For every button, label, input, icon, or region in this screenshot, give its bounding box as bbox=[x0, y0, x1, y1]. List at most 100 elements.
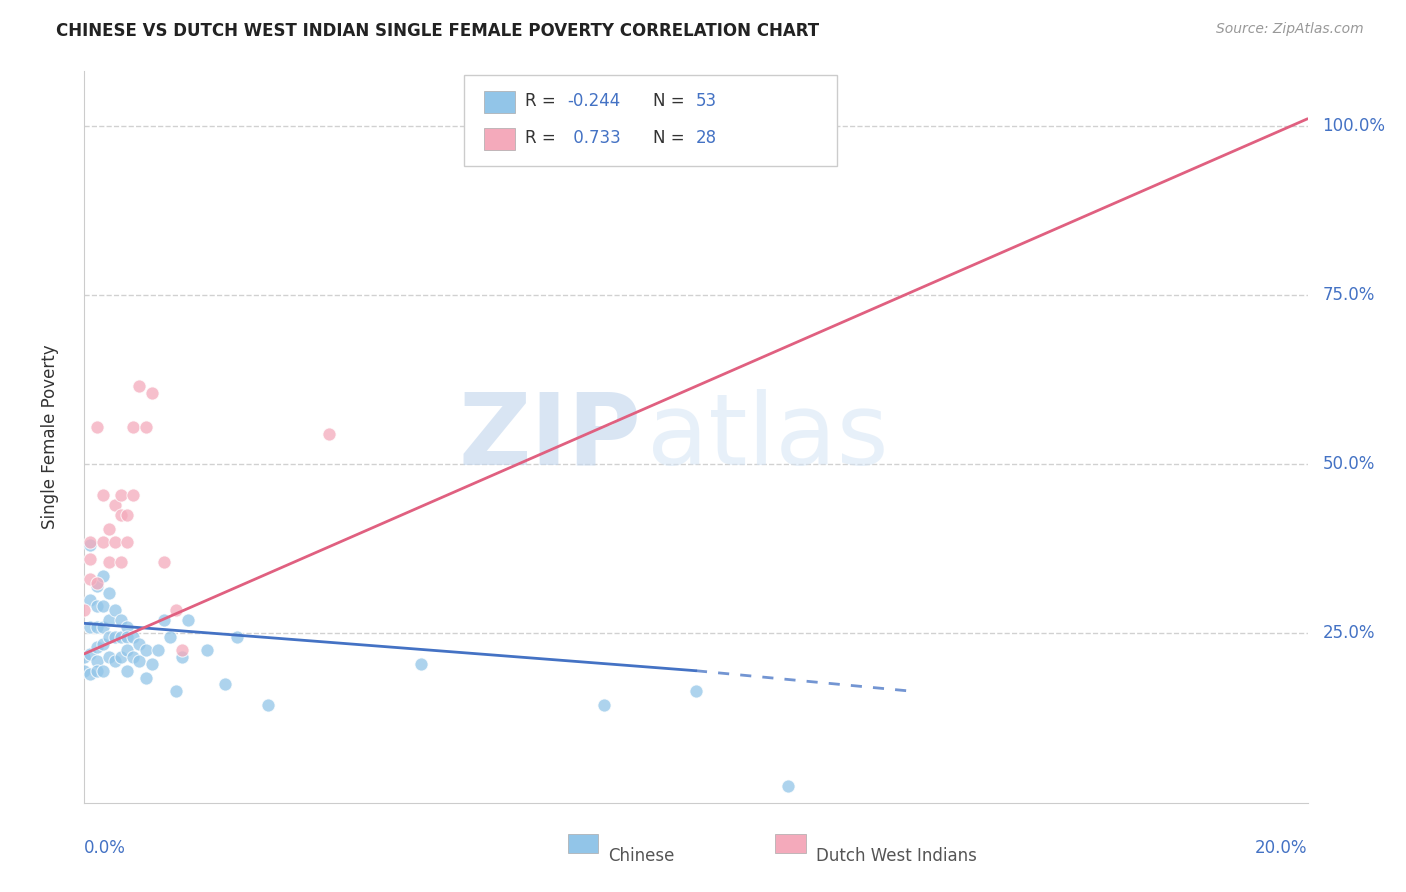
FancyBboxPatch shape bbox=[568, 834, 598, 853]
Point bbox=[97, 555, 120, 569]
Point bbox=[97, 586, 120, 600]
Point bbox=[110, 508, 132, 522]
Point bbox=[122, 420, 145, 434]
Point bbox=[195, 643, 218, 657]
Text: Source: ZipAtlas.com: Source: ZipAtlas.com bbox=[1216, 22, 1364, 37]
Text: -0.244: -0.244 bbox=[568, 92, 621, 110]
Point bbox=[685, 684, 707, 698]
Point bbox=[79, 592, 101, 607]
Point bbox=[79, 572, 101, 586]
Point bbox=[776, 142, 799, 156]
Point bbox=[115, 508, 138, 522]
Point bbox=[624, 142, 647, 156]
Point bbox=[115, 535, 138, 549]
Point bbox=[79, 552, 101, 566]
Text: 0.733: 0.733 bbox=[568, 128, 620, 147]
Point bbox=[128, 379, 150, 393]
Text: N =: N = bbox=[654, 92, 690, 110]
FancyBboxPatch shape bbox=[484, 91, 515, 113]
Text: 20.0%: 20.0% bbox=[1256, 839, 1308, 857]
Point bbox=[91, 599, 114, 614]
Point bbox=[110, 630, 132, 644]
Point bbox=[86, 599, 108, 614]
Point bbox=[110, 650, 132, 665]
Point bbox=[141, 657, 163, 671]
Text: ZIP: ZIP bbox=[458, 389, 641, 485]
Point bbox=[110, 555, 132, 569]
Point bbox=[91, 637, 114, 651]
Point bbox=[73, 664, 96, 678]
Point bbox=[104, 603, 127, 617]
Point bbox=[91, 488, 114, 502]
Point bbox=[165, 603, 187, 617]
Point bbox=[86, 654, 108, 668]
Point bbox=[79, 620, 101, 634]
Point bbox=[122, 650, 145, 665]
Point bbox=[135, 671, 157, 685]
Point bbox=[86, 420, 108, 434]
Text: 100.0%: 100.0% bbox=[1322, 117, 1385, 135]
Text: atlas: atlas bbox=[647, 389, 889, 485]
Point bbox=[165, 684, 187, 698]
Point bbox=[73, 603, 96, 617]
Point bbox=[79, 667, 101, 681]
Point bbox=[91, 620, 114, 634]
Point bbox=[226, 630, 249, 644]
Point bbox=[110, 488, 132, 502]
Point bbox=[128, 654, 150, 668]
Point bbox=[122, 488, 145, 502]
Point bbox=[86, 579, 108, 593]
Point bbox=[97, 521, 120, 535]
Point bbox=[97, 613, 120, 627]
Text: Chinese: Chinese bbox=[607, 847, 675, 864]
Text: 75.0%: 75.0% bbox=[1322, 285, 1375, 304]
Point bbox=[115, 630, 138, 644]
Point bbox=[409, 657, 432, 671]
Point bbox=[73, 650, 96, 665]
Point bbox=[593, 698, 616, 712]
Point bbox=[318, 426, 340, 441]
Point bbox=[141, 386, 163, 401]
FancyBboxPatch shape bbox=[484, 128, 515, 150]
Point bbox=[97, 650, 120, 665]
Point bbox=[172, 643, 194, 657]
Point bbox=[153, 613, 176, 627]
Text: 53: 53 bbox=[696, 92, 717, 110]
Point bbox=[128, 637, 150, 651]
FancyBboxPatch shape bbox=[776, 834, 806, 853]
Text: N =: N = bbox=[654, 128, 690, 147]
Text: 0.0%: 0.0% bbox=[84, 839, 127, 857]
Point bbox=[79, 538, 101, 552]
Point bbox=[115, 643, 138, 657]
Point bbox=[177, 613, 200, 627]
Point bbox=[97, 630, 120, 644]
Point bbox=[91, 535, 114, 549]
Point bbox=[91, 664, 114, 678]
Point bbox=[159, 630, 181, 644]
Point bbox=[135, 643, 157, 657]
Point bbox=[115, 620, 138, 634]
Point bbox=[79, 535, 101, 549]
Text: 25.0%: 25.0% bbox=[1322, 624, 1375, 642]
Point bbox=[110, 613, 132, 627]
Point bbox=[214, 677, 236, 691]
Text: 28: 28 bbox=[696, 128, 717, 147]
Point bbox=[86, 640, 108, 654]
Point bbox=[122, 630, 145, 644]
Point bbox=[91, 569, 114, 583]
Text: CHINESE VS DUTCH WEST INDIAN SINGLE FEMALE POVERTY CORRELATION CHART: CHINESE VS DUTCH WEST INDIAN SINGLE FEMA… bbox=[56, 22, 820, 40]
Text: Dutch West Indians: Dutch West Indians bbox=[815, 847, 977, 864]
Text: Single Female Poverty: Single Female Poverty bbox=[41, 345, 59, 529]
Point bbox=[153, 555, 176, 569]
Point bbox=[172, 650, 194, 665]
Point bbox=[115, 664, 138, 678]
Text: R =: R = bbox=[524, 92, 561, 110]
Point bbox=[86, 620, 108, 634]
Point bbox=[257, 698, 280, 712]
Point bbox=[86, 575, 108, 590]
Point bbox=[104, 535, 127, 549]
Point bbox=[86, 664, 108, 678]
Point bbox=[104, 630, 127, 644]
Point bbox=[776, 779, 799, 793]
Text: R =: R = bbox=[524, 128, 561, 147]
